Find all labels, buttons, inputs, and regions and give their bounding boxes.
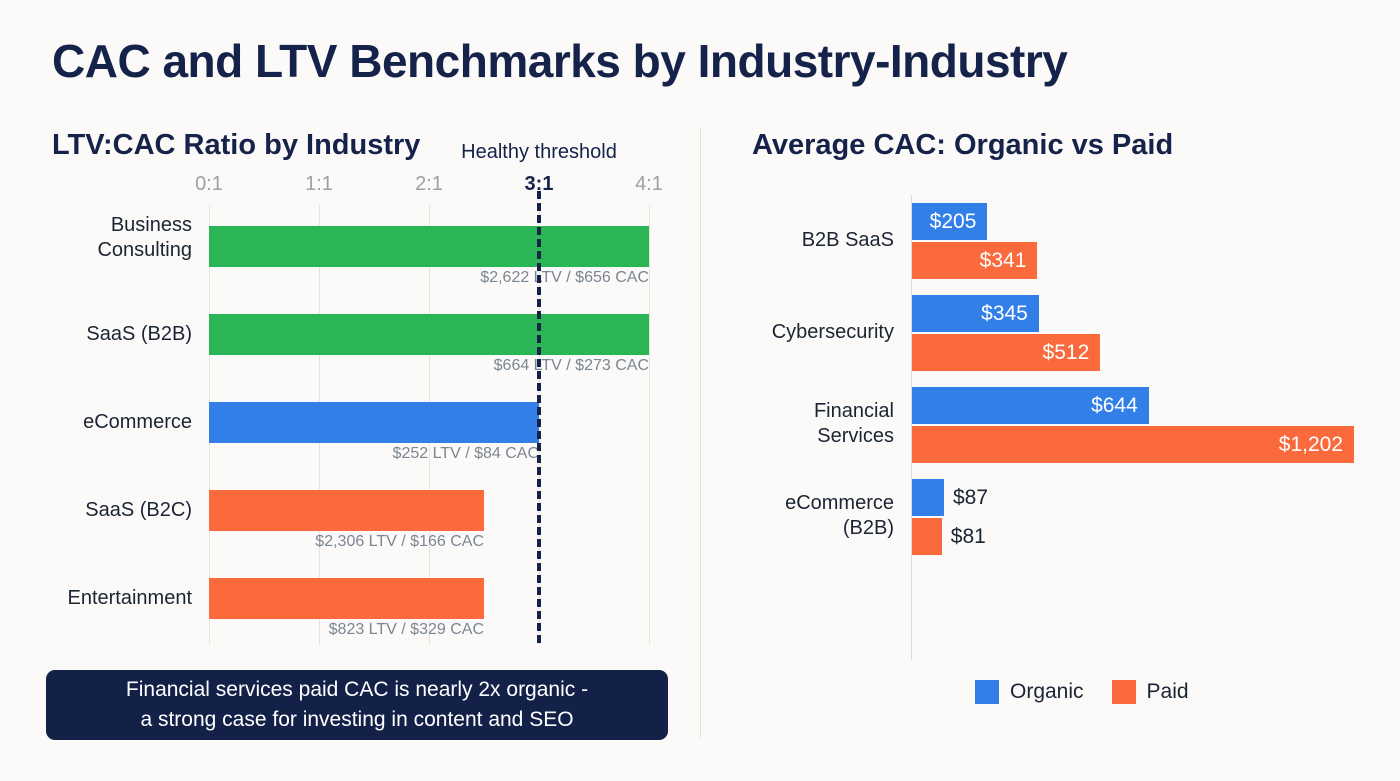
healthy-threshold-line	[537, 191, 541, 643]
x-axis-tick-1-1: 1:1	[305, 173, 333, 195]
ratio-bar-row: Business Consulting $2,622 LTV / $656 CAC	[97, 205, 649, 293]
category-label: eCommerce (B2B)	[785, 492, 894, 539]
healthy-threshold-label: Healthy threshold	[461, 141, 617, 163]
legend-swatch-icon	[1111, 680, 1136, 704]
category-label: eCommerce	[83, 411, 192, 433]
panel-divider	[700, 128, 701, 738]
ltv-cac-annotation: $823 LTV / $329 CAC	[328, 621, 484, 638]
paid-value-label: $341	[979, 248, 1027, 272]
right-chart-title: Average CAC: Organic vs Paid	[752, 129, 1174, 161]
organic-cac-bar: $205	[912, 203, 988, 240]
paid-cac-bar: $1,202	[912, 426, 1354, 463]
paid-cac-bar: $81	[912, 518, 986, 555]
ratio-bar-row: Entertainment $823 LTV / $329 CAC	[67, 557, 649, 645]
right-chart-panel: Average CAC: Organic vs Paid	[700, 0, 1400, 781]
x-axis-tick-0-1: 0:1	[195, 173, 223, 195]
ratio-bar	[209, 314, 649, 355]
category-label: Financial Services	[813, 400, 894, 447]
ratio-bar-row: SaaS (B2C) $2,306 LTV / $166 CAC	[85, 469, 649, 557]
ltv-cac-ratio-chart: 0:1 1:1 2:1 3:1 4:1 Healthy threshold Business…	[67, 141, 663, 645]
paid-value-label: $1,202	[1278, 432, 1343, 456]
ratio-bar-row: SaaS (B2B) $664 LTV / $273 CAC	[86, 293, 649, 381]
gridline	[649, 205, 650, 645]
ratio-bar	[209, 402, 539, 443]
callout-box: Financial services paid CAC is nearly 2x…	[46, 670, 668, 740]
ltv-cac-annotation: $252 LTV / $84 CAC	[392, 445, 539, 462]
organic-cac-bar: $644	[912, 387, 1149, 424]
legend-item-paid[interactable]: Paid	[1111, 680, 1189, 704]
paid-cac-bar: $341	[912, 242, 1038, 279]
callout-line-1: Financial services paid CAC is nearly 2x…	[125, 678, 589, 701]
organic-value-label: $644	[1091, 393, 1138, 417]
cac-bar-group: eCommerce (B2B) $87 $81	[785, 471, 1371, 563]
paid-value-label: $81	[950, 524, 986, 548]
chart-legend: Organic Paid	[975, 680, 1189, 704]
x-axis-tick-2-1: 2:1	[415, 173, 443, 195]
organic-cac-bar: $87	[912, 479, 988, 516]
organic-value-label: $205	[929, 209, 977, 233]
ratio-bar	[209, 490, 484, 531]
left-chart-panel: LTV:CAC Ratio by Industry 0:1 1:1 2:1 3:1 4:…	[46, 129, 668, 740]
category-label: B2B SaaS	[801, 229, 894, 251]
category-label: Business Consulting	[97, 214, 192, 261]
category-label: SaaS (B2C)	[85, 499, 192, 521]
category-label: Cybersecurity	[771, 321, 894, 343]
avg-cac-chart: B2B SaaS $205 $341 Cybersecurity $345 $512 Fin…	[772, 195, 1371, 660]
ltv-cac-annotation: $2,622 LTV / $656 CAC	[480, 269, 649, 286]
page-title: CAC and LTV Benchmarks by Industry-Indus…	[52, 35, 1068, 87]
x-axis-tick-3-1: 3:1	[524, 173, 554, 195]
callout-line-2: a strong case for investing in content a…	[140, 708, 574, 731]
category-label: Entertainment	[67, 587, 192, 609]
cac-bar-group: B2B SaaS $205 $341	[802, 195, 1371, 287]
ratio-bar	[209, 578, 484, 619]
organic-value-label: $87	[952, 485, 989, 509]
organic-value-label: $345	[981, 301, 1028, 325]
ltv-cac-annotation: $664 LTV / $273 CAC	[493, 357, 649, 374]
left-chart-title: LTV:CAC Ratio by Industry	[52, 129, 421, 161]
legend-label: Organic	[1010, 680, 1084, 703]
x-axis-tick-4-1: 4:1	[635, 173, 663, 195]
ratio-bar-row: eCommerce $252 LTV / $84 CAC	[83, 381, 649, 469]
value-axis-line	[911, 195, 912, 660]
legend-swatch-icon	[975, 680, 999, 704]
legend-label: Paid	[1146, 680, 1189, 703]
category-label: SaaS (B2B)	[86, 323, 192, 345]
cac-bar-group: Financial Services $644 $1,202	[814, 379, 1371, 471]
ratio-bar	[209, 226, 649, 267]
legend-item-organic[interactable]: Organic	[975, 680, 1084, 704]
paid-cac-bar: $512	[912, 334, 1101, 371]
organic-cac-bar: $345	[912, 295, 1039, 332]
cac-bar-group: Cybersecurity $345 $512	[772, 287, 1371, 379]
paid-value-label: $512	[1042, 340, 1090, 364]
ltv-cac-annotation: $2,306 LTV / $166 CAC	[315, 533, 484, 550]
